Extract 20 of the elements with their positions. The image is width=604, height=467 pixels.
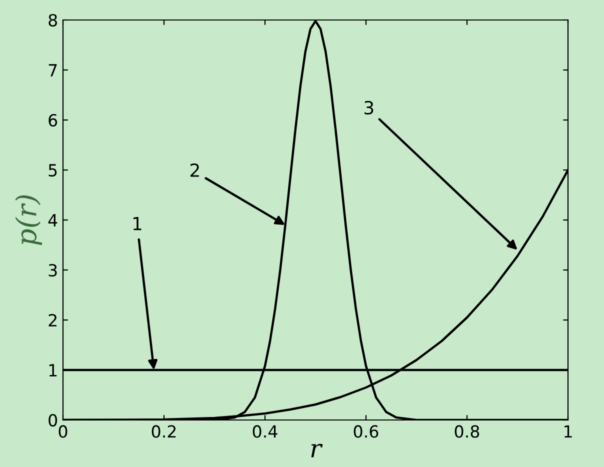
x-tick-label: 0.2: [152, 425, 176, 438]
annotation: 1: [133, 216, 142, 230]
y-tick-label: 5: [48, 164, 57, 177]
y-tick-label: 1: [49, 364, 57, 376]
y-tick-label: 3: [48, 264, 57, 277]
x-tick-label: 0.8: [454, 425, 480, 438]
y-axis-title: p(r): [15, 195, 42, 246]
y-tick-label: 6: [48, 114, 58, 127]
y-tick-label: 2: [48, 314, 56, 326]
y-tick-label: 4: [48, 214, 58, 226]
x-tick-label: 0: [58, 425, 68, 438]
y-tick-label: 7: [48, 64, 57, 76]
x-tick-label: 0.4: [252, 425, 278, 438]
y-tick-label: 8: [48, 14, 57, 27]
annotation: 3: [364, 100, 374, 115]
y-tick-label: 0: [48, 414, 58, 427]
annotation: 2: [190, 163, 199, 177]
x-tick-label: 1: [564, 425, 572, 438]
x-tick-label: 0.6: [354, 425, 378, 438]
x-axis-title: r: [311, 444, 323, 458]
